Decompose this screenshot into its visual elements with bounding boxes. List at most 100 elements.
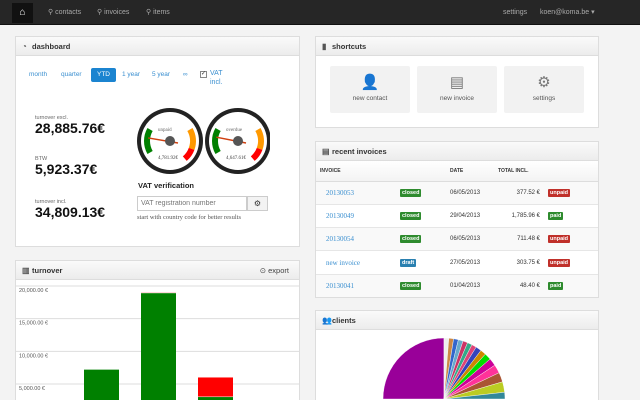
vat-checkbox[interactable]: ✓	[200, 71, 207, 78]
invoice-date: 06/05/2013	[446, 227, 494, 252]
table-row[interactable]: 20130049 closed 29/04/2013 1,785.96 € pa…	[316, 204, 598, 229]
period-5-year[interactable]: 5 year	[152, 71, 171, 78]
panel-title: clients	[332, 316, 356, 325]
dashboard-icon: ◔	[22, 42, 27, 51]
panel-title: turnover	[32, 266, 63, 275]
invoice-number[interactable]: 20130053	[316, 181, 396, 205]
state-cell: closed	[396, 274, 446, 297]
pie-slice	[443, 392, 506, 399]
export-button[interactable]: ⊙ export	[259, 266, 289, 275]
col-invoice: INVOICE	[316, 161, 396, 182]
payment-cell: unpaid	[544, 250, 598, 275]
panel-title: shortcuts	[332, 42, 367, 51]
period-month[interactable]: month	[29, 71, 48, 78]
invoice-number[interactable]: new invoice	[316, 250, 396, 275]
invoice-total: 711.48 €	[494, 227, 544, 252]
table-row[interactable]: 20130053 closed 06/05/2013 377.52 € unpa…	[316, 181, 598, 205]
payment-badge: unpaid	[548, 235, 571, 244]
vat-incl-label[interactable]: VAT incl.	[210, 69, 223, 87]
state-badge: closed	[400, 281, 422, 290]
col-payment	[544, 161, 598, 182]
btw-label: BTW	[35, 156, 48, 162]
y-tick-label: 10,000.00 €	[19, 353, 48, 359]
navbar: ⌂ ⚲ contacts ⚲ invoices ⚲ items settings…	[0, 0, 640, 25]
table-row[interactable]: new invoice draft 27/05/2013 303.75 € un…	[316, 250, 598, 275]
state-badge: closed	[400, 188, 422, 197]
gauge-hub	[165, 136, 175, 146]
vat-number-input[interactable]	[137, 196, 247, 211]
col-date: DATE	[446, 161, 494, 182]
period-1-year[interactable]: 1 year	[122, 71, 141, 78]
nav-settings[interactable]: settings	[503, 9, 528, 16]
clients-panel: 👥clients	[315, 310, 599, 400]
gauge-orange-zone	[255, 128, 264, 150]
gauge-green-zone	[144, 128, 153, 154]
nav-invoices[interactable]: ⚲ invoices	[97, 9, 130, 16]
vat-hint: start with country code for better resul…	[137, 214, 241, 221]
shortcut-new-contact[interactable]: 👤 new contact	[330, 66, 410, 113]
bookmark-icon: ▮	[322, 42, 327, 51]
invoice-date: 27/05/2013	[446, 250, 494, 275]
invoice-total: 377.52 €	[494, 181, 544, 205]
user-menu[interactable]: koen@koma.be ▾	[540, 9, 595, 16]
gauge-green-zone	[212, 128, 221, 154]
nav-contacts[interactable]: ⚲ contacts	[48, 9, 82, 16]
invoice-total: 48.40 €	[494, 274, 544, 297]
user-icon: 👤	[360, 74, 380, 91]
nav-contacts-label: contacts	[55, 9, 82, 16]
vat-label-2: incl.	[210, 79, 223, 86]
invoice-date: 01/04/2013	[446, 274, 494, 297]
shortcut-label: new contact	[352, 95, 388, 102]
vat-label: VAT	[210, 70, 223, 77]
period-all[interactable]: ∞	[183, 71, 188, 78]
turnover-chart: 20,000.00 € 15,000.00 € 10,000.00 € 5,000.0…	[16, 285, 299, 400]
shortcut-new-invoice[interactable]: ▤ new invoice	[417, 66, 497, 113]
col-total: TOTAL INCL.	[494, 161, 544, 182]
state-cell: closed	[396, 227, 446, 252]
table-row[interactable]: 20130041 closed 01/04/2013 48.40 € paid	[316, 274, 598, 297]
period-ytd[interactable]: YTD	[91, 68, 116, 82]
invoices-table: INVOICE DATE TOTAL INCL. 20130053 closed…	[316, 161, 598, 297]
turnover-excl-label: turnover excl.	[35, 115, 69, 121]
vat-check-button[interactable]: ⚙	[247, 196, 268, 211]
state-cell: closed	[396, 204, 446, 229]
table-row[interactable]: 20130054 closed 06/05/2013 711.48 € unpa…	[316, 227, 598, 252]
payment-cell: paid	[544, 274, 598, 297]
shortcut-settings[interactable]: ⚙ settings	[504, 66, 584, 113]
panel-title: dashboard	[32, 42, 71, 51]
nav-invoices-label: invoices	[104, 9, 130, 16]
invoice-number[interactable]: 20130041	[316, 274, 396, 297]
invoice-total: 1,785.96 €	[494, 204, 544, 229]
invoice-number[interactable]: 20130049	[316, 204, 396, 229]
payment-badge: unpaid	[548, 188, 571, 197]
nav-items[interactable]: ⚲ items	[146, 9, 170, 16]
recent-invoices-panel: ▤ recent invoices INVOICE DATE TOTAL INCL…	[315, 141, 599, 298]
gauge-red-zone	[250, 147, 263, 161]
panel-title: recent invoices	[332, 147, 387, 156]
gauge-red-zone	[182, 147, 195, 161]
state-cell: draft	[396, 250, 446, 275]
invoice-number[interactable]: 20130054	[316, 227, 396, 252]
turnover-incl-label: turnover incl.	[35, 199, 67, 205]
state-badge: closed	[400, 235, 422, 244]
period-quarter[interactable]: quarter	[61, 71, 82, 78]
clients-pie-chart	[382, 337, 506, 399]
payment-badge: unpaid	[548, 258, 571, 267]
bar-green	[141, 293, 176, 400]
gauge-overdue-label: overdue	[226, 128, 243, 133]
turnover-panel: ▥ turnover ⊙ export 20,000.00 € 15,000.00 …	[15, 260, 300, 400]
bar-chart-icon: ▥	[22, 266, 30, 275]
invoice-icon: ▤	[322, 147, 330, 156]
y-tick-label: 15,000.00 €	[19, 321, 48, 327]
users-icon: 👥	[322, 316, 332, 325]
home-icon[interactable]: ⌂	[12, 3, 33, 23]
state-cell: closed	[396, 181, 446, 205]
pie-slice	[382, 337, 445, 399]
turnover-excl-value: 28,885.76€	[35, 120, 106, 136]
export-label: export	[268, 266, 289, 275]
gears-icon: ⚙	[537, 74, 551, 91]
gauge-unpaid-value: 4,781.92€	[158, 156, 178, 161]
shortcut-label: new invoice	[440, 95, 474, 102]
bar-red	[198, 377, 233, 397]
gauges	[137, 108, 270, 174]
